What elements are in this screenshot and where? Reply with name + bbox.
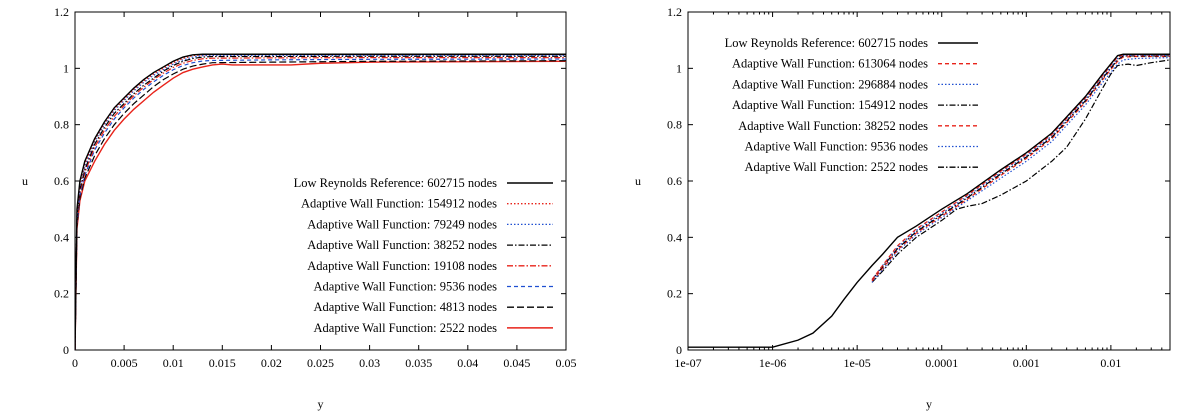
series-line: [75, 55, 566, 350]
x-tick-label: 0.05: [556, 356, 577, 370]
x-tick-label: 0.015: [209, 356, 236, 370]
legend-label: Adaptive Wall Function: 4813 nodes: [314, 300, 498, 314]
x-tick-label: 0.03: [359, 356, 380, 370]
series-group: [75, 53, 566, 350]
y-tick-label: 0.6: [667, 174, 682, 188]
x-tick-label: 0.001: [1013, 356, 1040, 370]
x-axis-title: y: [926, 397, 932, 411]
y-tick-label: 0.6: [54, 174, 69, 188]
legend-label: Adaptive Wall Function: 154912 nodes: [301, 197, 497, 211]
legend-label: Adaptive Wall Function: 296884 nodes: [732, 77, 928, 91]
y-tick-label: 0.8: [54, 118, 69, 132]
x-tick-label: 1e-07: [674, 356, 701, 370]
legend-label: Adaptive Wall Function: 9536 nodes: [745, 140, 929, 154]
x-tick-label: 0.045: [503, 356, 530, 370]
legend-label: Adaptive Wall Function: 2522 nodes: [314, 321, 498, 335]
series-line: [75, 60, 566, 350]
y-tick-label: 1: [676, 61, 682, 75]
y-tick-label: 0.8: [667, 118, 682, 132]
y-tick-label: 1.2: [54, 5, 69, 19]
series-line: [871, 59, 1170, 283]
y-axis-title: u: [635, 174, 641, 188]
legend-label: Low Reynolds Reference: 602715 nodes: [294, 176, 498, 190]
x-tick-label: 1e-05: [843, 356, 870, 370]
y-tick-label: 0.4: [54, 230, 69, 244]
x-tick-label: 0.005: [111, 356, 138, 370]
legend-label: Adaptive Wall Function: 613064 nodes: [732, 57, 928, 71]
x-tick-label: 0: [72, 356, 78, 370]
left-linear-plot: 0 0.2 0.4 0.6 0.8 1 1.2 0 0.005 0.01 0.015 0.02 0.02…: [22, 5, 577, 411]
legend-label: Low Reynolds Reference: 602715 nodes: [725, 36, 929, 50]
x-tick-label: 0.0001: [925, 356, 958, 370]
x-tick-label: 1e-06: [759, 356, 786, 370]
y-tick-label: 0.2: [54, 287, 69, 301]
series-line: [75, 57, 566, 350]
legend-label: Adaptive Wall Function: 79249 nodes: [307, 217, 497, 231]
x-tick-label: 0.02: [261, 356, 282, 370]
x-tick-label: 0.01: [1100, 356, 1121, 370]
y-tick-label: 0.4: [667, 230, 682, 244]
right-log-plot: 0 0.2 0.4 0.6 0.8 1 1.2 1e-07 1e-06 1e-05 0.0001 0.…: [635, 5, 1171, 411]
legend-label: Adaptive Wall Function: 19108 nodes: [307, 259, 497, 273]
series-line: [871, 55, 1170, 282]
series-line: [75, 53, 566, 350]
series-line: [75, 58, 566, 350]
series-line: [75, 60, 566, 350]
legend-label: Adaptive Wall Function: 2522 nodes: [745, 160, 929, 174]
series-group: [688, 53, 1170, 348]
series-line: [871, 55, 1170, 280]
x-axis-title: y: [318, 397, 324, 411]
y-tick-label: 1.2: [667, 5, 682, 19]
y-tick-label: 1: [63, 61, 69, 75]
legend-label: Adaptive Wall Function: 154912 nodes: [732, 98, 928, 112]
x-tick-label: 0.01: [163, 356, 184, 370]
series-line: [75, 54, 566, 350]
legend-label: Adaptive Wall Function: 38252 nodes: [738, 119, 928, 133]
y-tick-label: 0: [63, 343, 69, 357]
series-line: [871, 57, 1170, 283]
y-tick-label: 0.2: [667, 287, 682, 301]
series-line: [871, 54, 1170, 280]
legend-label: Adaptive Wall Function: 9536 nodes: [314, 280, 498, 294]
legend-label: Adaptive Wall Function: 38252 nodes: [307, 238, 497, 252]
x-tick-label: 0.025: [307, 356, 334, 370]
x-tick-label: 0.035: [405, 356, 432, 370]
series-line: [688, 53, 1170, 348]
y-tick-label: 0: [676, 343, 682, 357]
series-line: [871, 54, 1170, 280]
y-axis-title: u: [22, 174, 28, 188]
x-tick-label: 0.04: [457, 356, 478, 370]
